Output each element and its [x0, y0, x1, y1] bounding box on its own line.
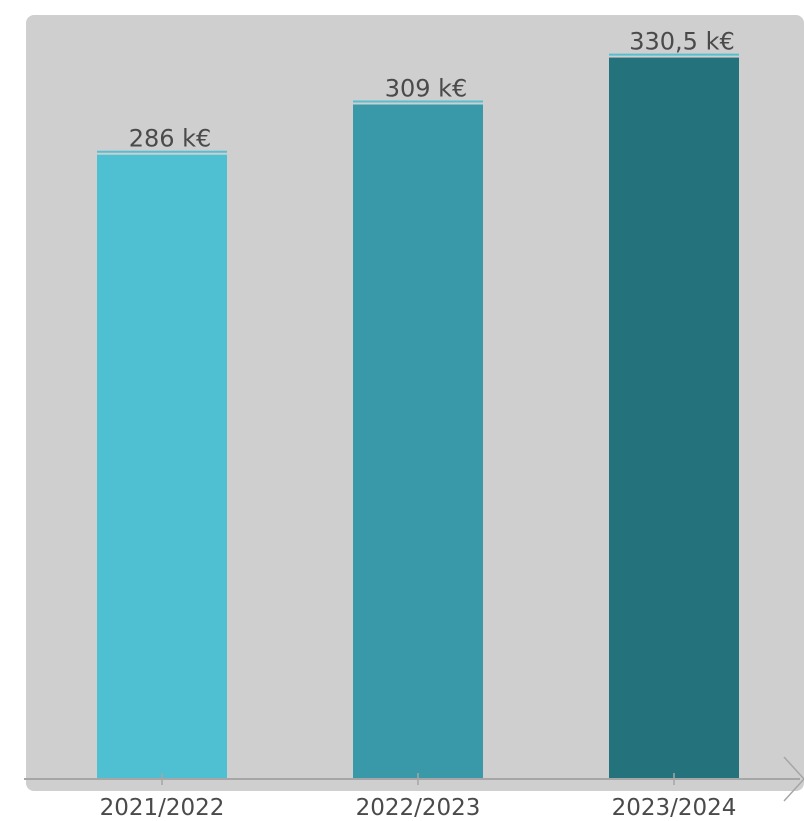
bars-group [97, 57, 739, 780]
value-label: 330,5 k€ [629, 28, 735, 56]
bar-2021-2022 [97, 154, 227, 779]
value-labels-group: 286 k€ 309 k€ 330,5 k€ [97, 28, 739, 153]
bar-2022-2023 [353, 104, 483, 780]
value-label: 286 k€ [129, 125, 212, 153]
x-ticks-group: 2021/2022 2022/2023 2023/2024 [100, 773, 737, 821]
x-tick-label: 2022/2023 [356, 795, 481, 821]
x-axis-arrow-icon [783, 756, 804, 802]
x-tick-label: 2023/2024 [612, 795, 737, 821]
x-tick-label: 2021/2022 [100, 795, 225, 821]
value-label: 309 k€ [385, 74, 468, 102]
bar-2023-2024 [609, 57, 739, 779]
